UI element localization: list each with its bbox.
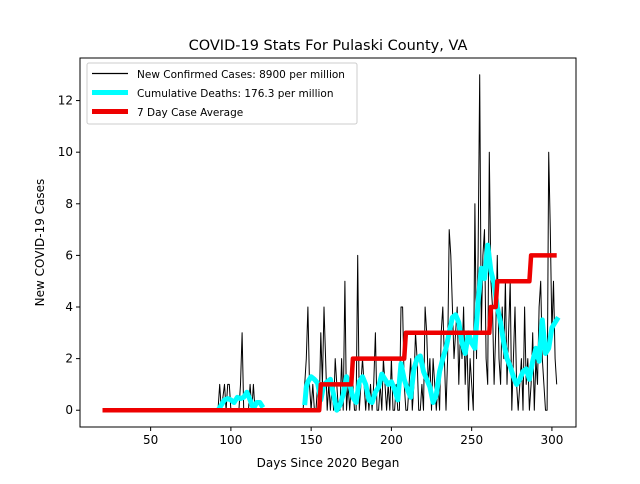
series-line-new-cases-segment-2 [302, 74, 558, 411]
x-tick-label-300: 300 [540, 433, 563, 447]
y-tick-label-6: 6 [65, 248, 73, 262]
x-tick-label-50: 50 [143, 433, 158, 447]
x-axis-label: Days Since 2020 Began [257, 456, 400, 470]
y-tick-label-0: 0 [65, 403, 73, 417]
x-tick-label-200: 200 [380, 433, 403, 447]
chart-title: COVID-19 Stats For Pulaski County, VA [189, 38, 468, 54]
legend: New Confirmed Cases: 8900 per million Cu… [86, 62, 358, 125]
axes: 50 100 150 200 250 300 0 2 4 6 8 10 12 [58, 94, 564, 447]
plot-frame [79, 57, 577, 428]
y-tick-label-4: 4 [65, 300, 73, 314]
plot-area [102, 74, 561, 413]
series-line-7-day-average [102, 253, 557, 413]
y-tick-label-12: 12 [58, 94, 73, 108]
legend-label-cumulative-deaths: Cumulative Deaths: 176.3 per million [137, 88, 334, 100]
series-line-cumulative-deaths-segment-1 [302, 242, 561, 413]
x-tick-label-150: 150 [300, 433, 323, 447]
series-line-cumulative-deaths-segment-0 [215, 389, 266, 412]
legend-label-7-day-average: 7 Day Case Average [137, 107, 243, 119]
x-tick-label-250: 250 [460, 433, 483, 447]
y-axis-label: New COVID-19 Cases [33, 179, 47, 307]
series-line-new-cases-segment-1 [217, 332, 263, 411]
legend-label-new-cases: New Confirmed Cases: 8900 per million [137, 69, 345, 81]
x-tick-label-100: 100 [219, 433, 242, 447]
y-tick-label-8: 8 [65, 197, 73, 211]
legend-frame [86, 62, 358, 125]
y-tick-label-10: 10 [58, 145, 73, 159]
y-tick-label-2: 2 [65, 352, 73, 366]
